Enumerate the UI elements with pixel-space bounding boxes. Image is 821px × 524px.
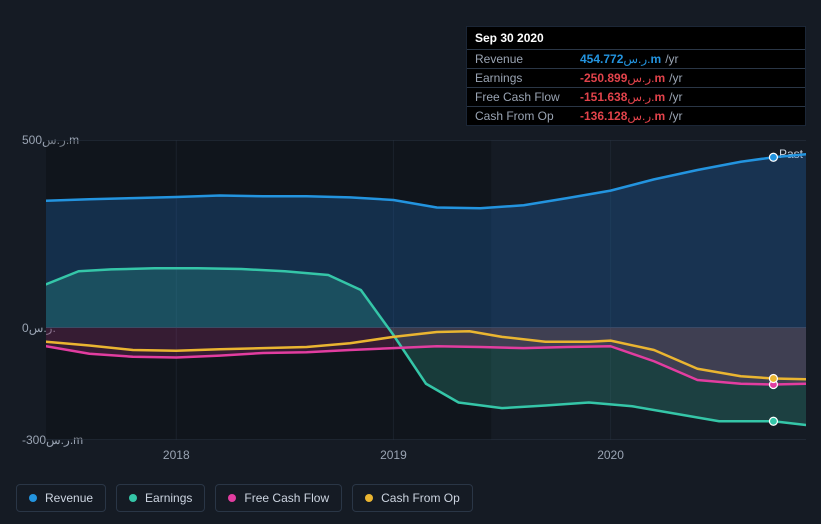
legend-item-earnings[interactable]: Earnings <box>116 484 205 512</box>
tooltip-unit: /yr <box>669 71 682 85</box>
tooltip-unit: /yr <box>669 90 682 104</box>
legend-item-revenue[interactable]: Revenue <box>16 484 106 512</box>
tooltip-label: Revenue <box>475 52 580 66</box>
tooltip-date: Sep 30 2020 <box>467 27 805 50</box>
chart-tooltip: Sep 30 2020 Revenue454.772ر.س.m/yrEarnin… <box>466 26 806 126</box>
legend-item-free-cash-flow[interactable]: Free Cash Flow <box>215 484 342 512</box>
plot-area[interactable] <box>46 140 806 440</box>
tooltip-label: Earnings <box>475 71 580 85</box>
legend-dot-icon <box>29 494 37 502</box>
x-axis-label: 2020 <box>597 448 624 462</box>
tooltip-row: Revenue454.772ر.س.m/yr <box>467 50 805 69</box>
tooltip-label: Cash From Op <box>475 109 580 123</box>
tooltip-value: -151.638ر.س.m <box>580 90 665 104</box>
tooltip-unit: /yr <box>669 109 682 123</box>
x-axis-label: 2018 <box>163 448 190 462</box>
tooltip-row: Free Cash Flow-151.638ر.س.m/yr <box>467 88 805 107</box>
tooltip-unit: /yr <box>665 52 678 66</box>
x-axis-label: 2019 <box>380 448 407 462</box>
legend-dot-icon <box>365 494 373 502</box>
tooltip-value: 454.772ر.س.m <box>580 52 661 66</box>
legend-dot-icon <box>228 494 236 502</box>
legend-label: Revenue <box>45 491 93 505</box>
legend-label: Earnings <box>145 491 192 505</box>
legend-dot-icon <box>129 494 137 502</box>
legend: Revenue Earnings Free Cash Flow Cash From O… <box>16 484 473 512</box>
legend-item-cash-from-op[interactable]: Cash From Op <box>352 484 473 512</box>
tooltip-row: Earnings-250.899ر.س.m/yr <box>467 69 805 88</box>
tooltip-value: -136.128ر.س.m <box>580 109 665 123</box>
legend-label: Cash From Op <box>381 491 460 505</box>
tooltip-label: Free Cash Flow <box>475 90 580 104</box>
tooltip-value: -250.899ر.س.m <box>580 71 665 85</box>
financial-chart: Sep 30 2020 Revenue454.772ر.س.m/yrEarnin… <box>0 0 821 524</box>
tooltip-row: Cash From Op-136.128ر.س.m/yr <box>467 107 805 125</box>
legend-label: Free Cash Flow <box>244 491 329 505</box>
